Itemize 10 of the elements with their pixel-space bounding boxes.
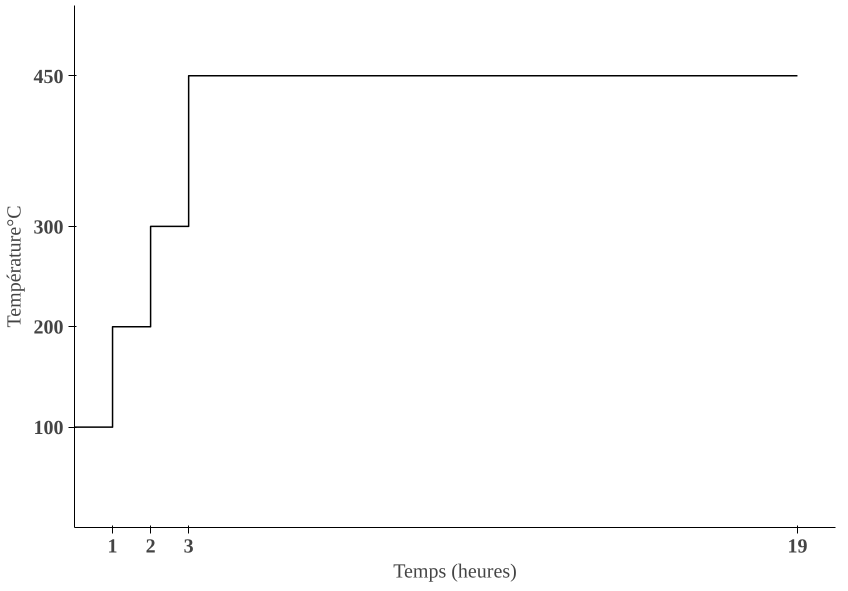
y-tick-label: 300 — [34, 216, 64, 238]
y-tick-label: 200 — [34, 316, 64, 339]
y-tick-label: 100 — [34, 417, 64, 440]
y-tick-label: 450 — [34, 66, 64, 88]
x-tick-label: 19 — [787, 536, 808, 558]
x-tick-label: 1 — [108, 536, 118, 558]
y-axis-title: Température°C — [4, 205, 26, 328]
x-tick-label: 3 — [184, 536, 194, 558]
x-axis-title: Temps (heures) — [393, 560, 517, 582]
x-tick-label: 2 — [146, 536, 156, 558]
